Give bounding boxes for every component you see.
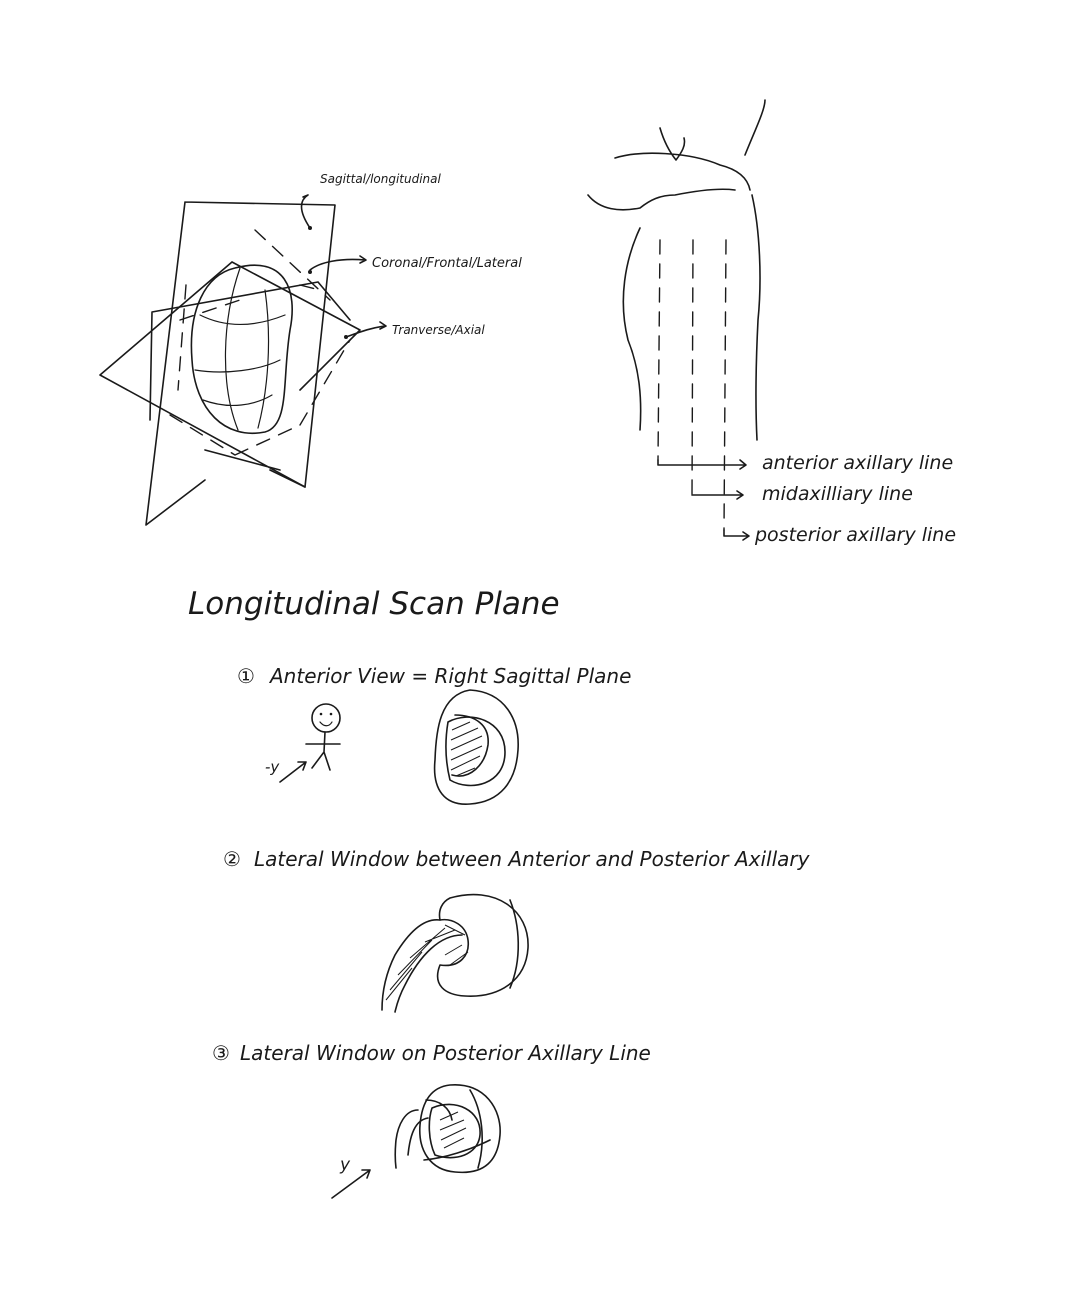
anterior-leader: [657, 459, 747, 470]
hidden-edges: [169, 229, 351, 456]
view-3-axis-arrow: [331, 1169, 371, 1199]
torso-outline: [587, 99, 766, 441]
view-3: ③ Lateral Window on Posterior Axillary L…: [212, 1041, 651, 1199]
view-3-number: ③: [212, 1041, 230, 1065]
view-2-caption: Lateral Window between Anterior and Post…: [254, 847, 811, 871]
planes-diagram: Sagittal/longitudinal Coronal/Frontal/La…: [99, 172, 522, 526]
mid-axillary-label: midaxilliary line: [762, 483, 913, 505]
section-title: Longitudinal Scan Plane: [188, 586, 560, 622]
view-3-axis-label: y: [339, 1155, 351, 1175]
heart-sketch-3: [394, 1084, 501, 1174]
sagittal-plane: [145, 201, 336, 526]
view-1-axis-label: -y: [265, 758, 280, 776]
anterior-axillary-line: [657, 239, 661, 461]
organ-outline: [190, 264, 293, 435]
posterior-axillary-line: [723, 239, 727, 531]
sagittal-arrow: [300, 194, 311, 229]
view-1-axis-arrow: [279, 761, 307, 783]
posterior-axillary-label: posterior axillary line: [754, 524, 956, 546]
view-1-caption: Anterior View = Right Sagittal Plane: [268, 664, 631, 688]
transverse-arrow: [345, 321, 387, 338]
transverse-label: Tranverse/Axial: [392, 323, 485, 337]
heart-sketch-2: [381, 893, 529, 1013]
axillary-diagram: anterior axillary line midaxilliary line…: [587, 99, 956, 546]
view-3-caption: Lateral Window on Posterior Axillary Lin…: [240, 1041, 651, 1065]
sagittal-label: Sagittal/longitudinal: [320, 172, 442, 186]
view-1: ① Anterior View = Right Sagittal Plane -…: [237, 664, 631, 805]
stick-figure-icon: [305, 703, 341, 771]
transverse-plane: [99, 261, 361, 488]
mid-axillary-line: [691, 239, 694, 496]
mid-leader: [691, 490, 744, 500]
anterior-axillary-label: anterior axillary line: [762, 452, 953, 474]
organ-contours: [194, 267, 286, 431]
view-1-number: ①: [237, 664, 255, 688]
posterior-leader: [723, 529, 750, 541]
view-2-number: ②: [223, 847, 241, 871]
coronal-label: Coronal/Frontal/Lateral: [372, 256, 522, 271]
coronal-arrow: [309, 255, 367, 271]
heart-sketch-1: [433, 689, 519, 805]
view-2: ② Lateral Window between Anterior and Po…: [223, 847, 811, 1013]
